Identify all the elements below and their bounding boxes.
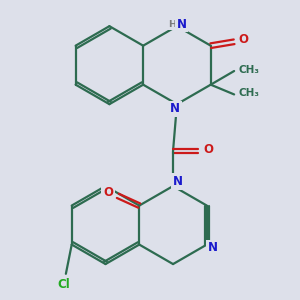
- Text: O: O: [239, 33, 249, 46]
- Text: N: N: [208, 241, 218, 254]
- Text: N: N: [170, 102, 180, 116]
- Text: CH₃: CH₃: [238, 65, 260, 75]
- Text: N: N: [173, 175, 183, 188]
- Text: N: N: [177, 18, 187, 31]
- Text: H: H: [168, 20, 176, 29]
- Text: O: O: [103, 186, 113, 199]
- Text: CH₃: CH₃: [238, 88, 260, 98]
- Text: Cl: Cl: [58, 278, 70, 291]
- Text: O: O: [203, 143, 213, 156]
